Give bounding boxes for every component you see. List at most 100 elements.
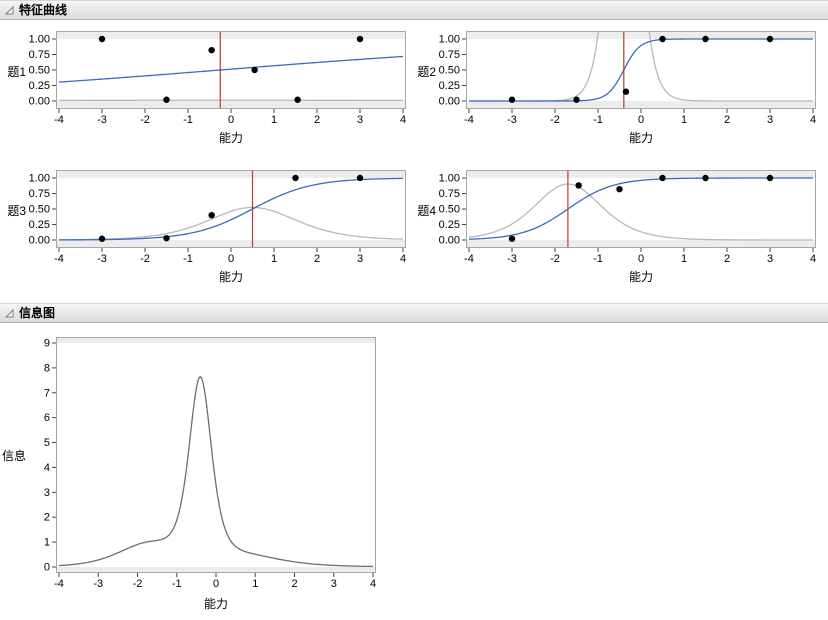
y-tick-label: 0.00 <box>29 235 50 247</box>
axis-margin-band-top <box>56 337 376 343</box>
icc-plot-item1: 题1 -4 -3 -2 -1 0 1 2 3 4 0.00 0.25 0.50 0.75 1.00 能力 <box>2 29 412 146</box>
axis-margin-band-bottom <box>56 567 376 573</box>
data-point-marker[interactable] <box>251 66 258 74</box>
x-tick-label: 2 <box>724 253 730 265</box>
y-tick-label: 0.75 <box>439 188 460 200</box>
triangle-shape <box>5 5 14 15</box>
item1-plot-column: -4 -3 -2 -1 0 1 2 3 4 0.00 0.25 0.50 0.75 1.00 能力 <box>26 29 412 146</box>
data-point-marker[interactable] <box>356 35 364 43</box>
data-point-marker[interactable] <box>508 96 516 103</box>
data-point-marker[interactable] <box>508 235 516 242</box>
data-point-marker[interactable] <box>622 88 630 95</box>
y-tick-label: 0.00 <box>439 235 460 247</box>
data-points <box>508 35 774 103</box>
y-tick-label: 0.25 <box>29 219 50 231</box>
item1-axis-label: 题1 <box>7 64 26 79</box>
x-tick-label: 4 <box>370 578 376 590</box>
icc-plot-item2: 题2 -4 -3 -2 -1 0 1 2 3 4 0.00 0.25 0.50 0.75 1.00 能力 <box>412 29 822 146</box>
y-tick-label: 0.50 <box>439 204 460 216</box>
disclosure-triangle-icon[interactable] <box>5 5 14 15</box>
item4-characteristic-plot[interactable]: -4 -3 -2 -1 0 1 2 3 4 0.00 0.25 0.50 0.75 1.00 <box>436 168 822 268</box>
data-point-marker[interactable] <box>208 212 215 219</box>
data-point-marker[interactable] <box>702 174 709 182</box>
y-tick-label: 1.00 <box>29 34 50 46</box>
data-point-marker[interactable] <box>766 174 774 182</box>
data-point-marker[interactable] <box>163 96 170 103</box>
y-axis: 0 1 2 3 4 5 6 7 8 9 <box>44 338 56 574</box>
axis-margin-band-bottom <box>56 240 406 248</box>
x-tick-label: 0 <box>638 253 644 265</box>
triangle-shape <box>5 308 14 318</box>
icc-plot-item4: 题4 -4 -3 -2 -1 0 1 2 3 4 0.00 0.25 0.50 0.75 1.00 能力 <box>412 168 822 285</box>
item-characteristic-curve-path <box>469 38 813 102</box>
outline-header-characteristic-curves[interactable]: 特征曲线 <box>0 0 828 20</box>
test-information-plot[interactable]: -4 -3 -2 -1 0 1 2 3 4 0 1 2 3 4 5 6 7 8 9 <box>26 333 386 595</box>
x-tick-label: 1 <box>252 578 258 590</box>
item-information-curve-path <box>468 183 813 241</box>
y-tick-label: 0.00 <box>29 96 50 108</box>
axis-margin-band-top <box>56 31 406 39</box>
data-point-marker[interactable] <box>356 174 364 182</box>
item3-characteristic-plot[interactable]: -4 -3 -2 -1 0 1 2 3 4 0.00 0.25 0.50 0.75 1.00 <box>26 168 412 268</box>
y-tick-label: 1 <box>44 537 50 549</box>
y-tick-label: 7 <box>44 387 50 399</box>
x-tick-label: 1 <box>681 253 687 265</box>
data-point-marker[interactable] <box>98 35 106 43</box>
curves-group <box>58 375 374 568</box>
icc-plot-item3: 题3 -4 -3 -2 -1 0 1 2 3 4 0.00 0.25 0.50 0.75 1.00 能力 <box>2 168 412 285</box>
data-point-marker[interactable] <box>766 35 774 43</box>
outline-header-information-plot[interactable]: 信息图 <box>0 303 828 323</box>
item2-characteristic-plot[interactable]: -4 -3 -2 -1 0 1 2 3 4 0.00 0.25 0.50 0.75 1.00 <box>436 29 822 129</box>
axis-margin-band-bottom <box>56 101 406 109</box>
item1-xaxis-title: 能力 <box>218 131 243 145</box>
item3-xaxis-title: 能力 <box>218 270 243 284</box>
icc-plot-grid: 题1 -4 -3 -2 -1 0 1 2 3 4 0.00 0.25 0.50 0.75 1.00 能力 … <box>0 20 828 285</box>
x-tick-label: -2 <box>140 253 150 265</box>
data-point-marker[interactable] <box>702 35 709 43</box>
y-tick-label: 1.00 <box>29 173 50 185</box>
x-tick-label: -1 <box>593 114 603 126</box>
x-tick-label: -3 <box>97 253 107 265</box>
data-point-marker[interactable] <box>163 234 170 242</box>
item2-axis-label: 题2 <box>417 64 436 79</box>
x-tick-label: 3 <box>767 114 773 126</box>
plot-frame <box>56 337 376 573</box>
data-point-marker[interactable] <box>292 174 299 182</box>
y-tick-label: 0.25 <box>29 80 50 92</box>
information-plot-column: -4 -3 -2 -1 0 1 2 3 4 0 1 2 3 4 5 6 7 8 9 能力 <box>26 333 386 612</box>
item4-xaxis-title: 能力 <box>628 270 653 284</box>
curves-group <box>468 177 813 241</box>
item-information-curve-path <box>469 31 813 102</box>
data-point-marker[interactable] <box>659 174 666 182</box>
data-points <box>508 174 774 242</box>
y-tick-label: 0.75 <box>29 49 50 61</box>
x-axis: -4 -3 -2 -1 0 1 2 3 4 <box>54 573 376 590</box>
data-point-marker[interactable] <box>98 235 106 242</box>
data-point-marker[interactable] <box>294 96 301 103</box>
information-plot-wrap: 信息 -4 -3 -2 -1 0 1 2 3 4 0 1 2 3 4 5 6 7 8 9 能力 <box>0 323 828 612</box>
item1-characteristic-plot[interactable]: -4 -3 -2 -1 0 1 2 3 4 0.00 0.25 0.50 0.75 1.00 <box>26 29 412 129</box>
data-point-marker[interactable] <box>575 182 582 189</box>
section-title-characteristic-curves: 特征曲线 <box>19 3 68 17</box>
data-point-marker[interactable] <box>208 46 215 54</box>
plot-frame <box>56 170 406 248</box>
y-tick-label: 0.50 <box>29 65 50 77</box>
plot-frame <box>466 31 816 109</box>
x-tick-label: 2 <box>724 114 730 126</box>
x-tick-label: 4 <box>810 114 816 126</box>
x-tick-label: 2 <box>291 578 297 590</box>
data-point-marker[interactable] <box>573 96 580 103</box>
x-tick-label: 4 <box>810 253 816 265</box>
x-tick-label: -4 <box>54 578 64 590</box>
x-tick-label: 0 <box>228 253 234 265</box>
y-tick-label: 0.75 <box>439 49 460 61</box>
disclosure-triangle-icon[interactable] <box>5 308 14 318</box>
item2-plot-column: -4 -3 -2 -1 0 1 2 3 4 0.00 0.25 0.50 0.75 1.00 能力 <box>436 29 822 146</box>
x-tick-label: -1 <box>593 253 603 265</box>
data-point-marker[interactable] <box>616 185 623 193</box>
data-points <box>98 35 364 103</box>
item-information-curve-path <box>58 206 404 241</box>
y-tick-label: 0 <box>44 562 50 574</box>
data-point-marker[interactable] <box>659 35 666 43</box>
x-tick-label: 4 <box>400 253 406 265</box>
